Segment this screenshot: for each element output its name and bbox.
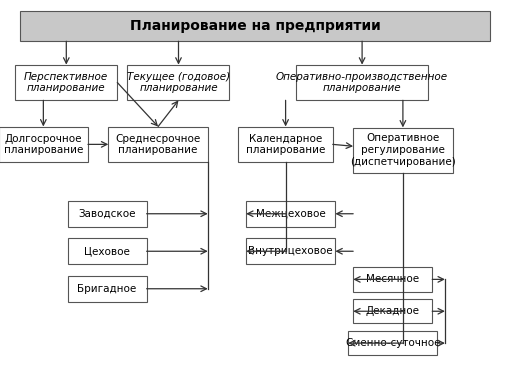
Text: Календарное
планирование: Календарное планирование [245,134,325,155]
Text: Внутрицеховое: Внутрицеховое [248,246,332,256]
Text: Перспективное
планирование: Перспективное планирование [24,72,108,93]
FancyBboxPatch shape [68,238,147,264]
Text: Месячное: Месячное [365,274,418,284]
FancyBboxPatch shape [245,201,335,227]
FancyBboxPatch shape [15,64,117,101]
FancyBboxPatch shape [68,276,147,302]
FancyBboxPatch shape [245,238,335,264]
FancyBboxPatch shape [127,64,229,101]
FancyBboxPatch shape [295,64,428,101]
Text: Межцеховое: Межцеховое [256,209,325,219]
FancyBboxPatch shape [352,267,432,292]
FancyBboxPatch shape [20,11,489,41]
FancyBboxPatch shape [352,299,432,323]
FancyBboxPatch shape [347,331,437,356]
Text: Заводское: Заводское [78,209,135,219]
FancyBboxPatch shape [108,127,208,162]
FancyBboxPatch shape [352,128,452,172]
Text: Оперативное
регулирование
(диспетчирование): Оперативное регулирование (диспетчирован… [349,134,455,166]
Text: Декадное: Декадное [365,306,419,316]
Text: Текущее (годовое)
планирование: Текущее (годовое) планирование [127,72,230,93]
Text: Долгосрочное
планирование: Долгосрочное планирование [4,134,83,155]
Text: Оперативно-производственное
планирование: Оперативно-производственное планирование [275,72,447,93]
Text: Сменно-суточное: Сменно-суточное [344,338,440,348]
FancyBboxPatch shape [238,127,332,162]
Text: Среднесрочное
планирование: Среднесрочное планирование [115,134,201,155]
Text: Планирование на предприятии: Планирование на предприятии [129,19,380,33]
Text: Цеховое: Цеховое [84,246,130,256]
FancyBboxPatch shape [0,127,88,162]
Text: Бригадное: Бригадное [77,284,136,294]
FancyBboxPatch shape [68,201,147,227]
